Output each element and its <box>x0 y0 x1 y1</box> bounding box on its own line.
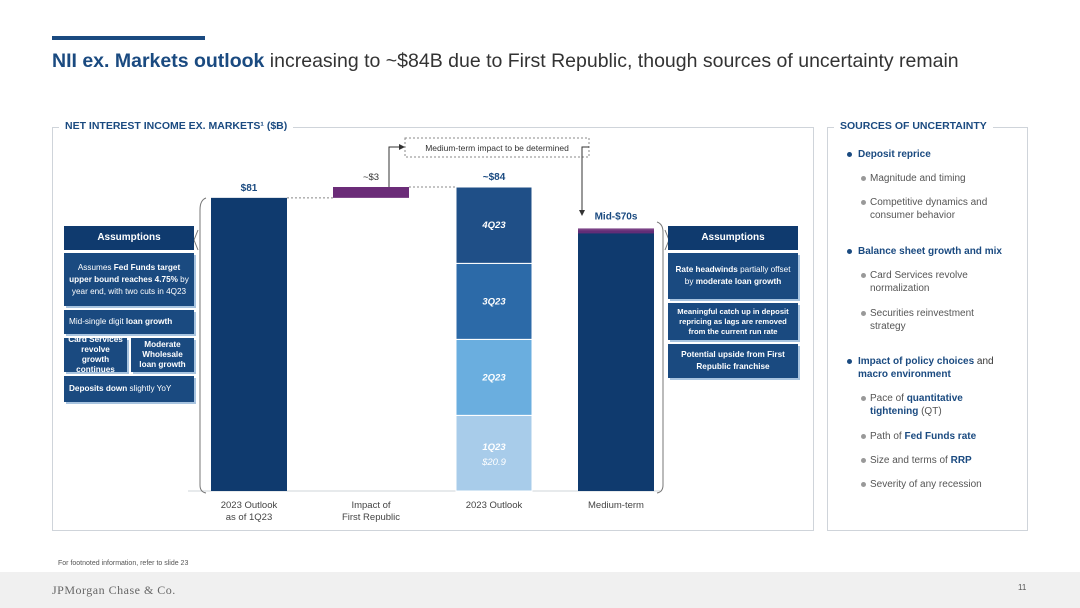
bullet-icon <box>847 249 852 254</box>
footnote: For footnoted information, refer to slid… <box>58 560 189 567</box>
segment-2q23-label: 2Q23 <box>481 372 506 383</box>
category-label-2-line-2: First Republic <box>342 512 400 523</box>
right-brace <box>656 221 664 494</box>
bullet-icon <box>861 200 866 205</box>
assumption-upside: Potential upside from First Republic fra… <box>668 344 798 378</box>
segment-3q23-label: 3Q23 <box>482 296 506 307</box>
assumption-rate-headwinds: Rate headwinds partially offset by moder… <box>668 253 798 299</box>
annotation-arrow-left <box>388 146 403 187</box>
assumption-card-services: Card Services revolve growth continues <box>64 335 127 374</box>
segment-1q23-label: 1Q23 <box>482 442 506 453</box>
annotation-arrowhead-right <box>579 210 585 216</box>
page-number: 11 <box>1018 583 1027 592</box>
assumption-loan-growth: Mid-single digit loan growth <box>64 310 194 334</box>
label-bar-1: $81 <box>241 183 258 194</box>
chart-panel-heading: NET INTEREST INCOME EX. MARKETS¹ ($B) <box>59 120 294 132</box>
uncertainty-panel: SOURCES OF UNCERTAINTY <box>827 120 1028 531</box>
category-label-2-line-1: Impact of <box>351 500 390 511</box>
category-label-4-line-1: Medium-term <box>588 500 644 511</box>
segment-3q23 <box>455 262 533 340</box>
bullet-icon <box>861 311 866 316</box>
annotation-arrow-right <box>581 146 589 212</box>
category-label-3-line-1: 2023 Outlook <box>466 500 523 511</box>
bullet-icon <box>847 152 852 157</box>
category-label-1-line-1: 2023 Outlook <box>221 500 278 511</box>
title-bold: NII ex. Markets outlook <box>52 50 265 72</box>
bullet-icon <box>861 434 866 439</box>
bar-first-republic-impact <box>333 187 409 198</box>
bullet-icon <box>847 359 852 364</box>
bar-medium-term-range <box>578 228 654 234</box>
left-brace-tip <box>193 229 199 251</box>
bullet-icon <box>861 273 866 278</box>
footer-bar <box>0 572 1080 608</box>
segment-1q23-value: $20.9 <box>481 457 506 468</box>
company-logo: JPMorgan Chase & Co. <box>52 583 176 597</box>
page-title: NII ex. Markets outlook increasing to ~$… <box>52 50 959 73</box>
right-assumptions-header: Assumptions <box>668 226 798 250</box>
title-rest: increasing to ~$84B due to First Republi… <box>264 50 959 72</box>
bullet-icon <box>861 176 866 181</box>
annotation-text: Medium-term impact to be determined <box>425 143 569 153</box>
label-bar-4: Mid-$70s <box>595 211 638 222</box>
chart-panel: NET INTEREST INCOME EX. MARKETS¹ ($B) <box>52 120 814 531</box>
label-bar-3: ~$84 <box>483 172 506 183</box>
bullet-icon <box>861 482 866 487</box>
bar-2023-outlook-1q23 <box>211 197 287 491</box>
annotation-arrowhead-left <box>399 144 405 150</box>
label-bar-2: ~$3 <box>363 172 379 183</box>
segment-4q23-label: 4Q23 <box>481 220 506 231</box>
segment-4q23 <box>455 186 533 264</box>
title-accent-rule <box>52 36 205 40</box>
assumption-wholesale: Moderate Wholesale loan growth <box>131 338 194 372</box>
assumption-catch-up: Meaningful catch up in deposit repricing… <box>668 303 798 340</box>
uncertainty-panel-heading: SOURCES OF UNCERTAINTY <box>834 120 993 132</box>
bullet-icon <box>861 458 866 463</box>
category-label-1-line-2: as of 1Q23 <box>226 512 272 523</box>
left-assumptions-header: Assumptions <box>64 226 194 250</box>
bar-medium-term <box>578 230 654 491</box>
bullet-icon <box>861 396 866 401</box>
left-brace <box>199 197 207 494</box>
assumption-deposits: Deposits down slightly YoY <box>64 376 194 402</box>
assumption-fed-funds: Assumes Fed Funds target upper bound rea… <box>64 253 194 306</box>
segment-2q23 <box>455 338 533 416</box>
